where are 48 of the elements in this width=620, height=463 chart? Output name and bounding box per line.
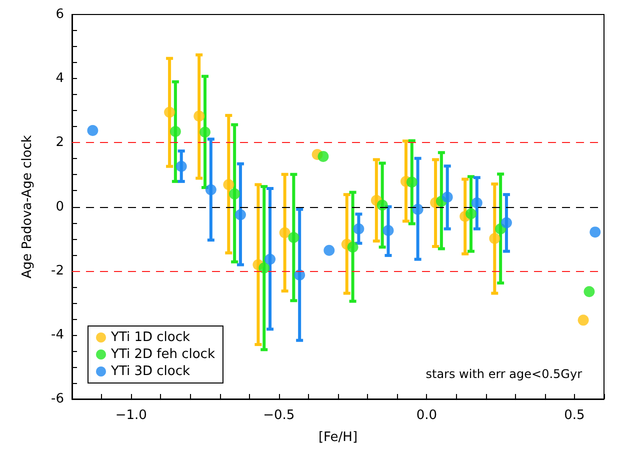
point <box>578 314 589 326</box>
point <box>584 286 595 298</box>
y-tick-label: 4 <box>56 71 64 86</box>
y-tick-label: -2 <box>51 263 64 278</box>
point <box>264 254 276 265</box>
point <box>170 126 181 137</box>
x-tick-label: 0.5 <box>564 408 585 423</box>
point <box>279 227 290 238</box>
point <box>164 106 176 118</box>
point <box>318 150 329 162</box>
point <box>353 223 364 234</box>
x-tick-label: −1.0 <box>115 408 147 423</box>
point <box>466 208 476 220</box>
point <box>205 184 216 196</box>
point <box>294 270 306 280</box>
y-tick-label: 2 <box>56 135 64 150</box>
point <box>590 226 601 238</box>
point <box>376 200 388 211</box>
point <box>200 126 210 138</box>
point <box>324 244 335 256</box>
point <box>176 160 187 172</box>
point <box>194 110 205 122</box>
legend-label: YTi 3D clock <box>110 364 190 379</box>
point <box>471 197 482 208</box>
y-tick-label: 0 <box>56 199 64 214</box>
y-tick-label: -4 <box>51 327 64 342</box>
y-axis-title: Age Padova-Age clock <box>20 134 35 278</box>
point <box>412 204 424 215</box>
point <box>288 232 300 244</box>
point <box>258 262 270 274</box>
point <box>87 124 98 136</box>
point <box>234 209 246 220</box>
annotation: stars with err age<0.5Gyr <box>426 367 582 381</box>
point <box>406 176 418 188</box>
legend-label: YTi 2D feh clock <box>110 347 216 362</box>
point <box>223 179 234 190</box>
point <box>442 192 453 203</box>
y-tick-label: -6 <box>51 392 64 406</box>
x-axis-title: [Fe/H] <box>318 430 358 445</box>
point <box>382 224 394 236</box>
point <box>500 217 512 228</box>
point <box>229 188 240 200</box>
y-tick-label: 6 <box>56 7 64 22</box>
point <box>347 242 358 253</box>
x-tick-label: 0.0 <box>416 408 438 423</box>
point <box>489 232 500 244</box>
x-tick-label: −0.5 <box>263 408 295 423</box>
legend-label: YTi 1D clock <box>110 330 190 345</box>
